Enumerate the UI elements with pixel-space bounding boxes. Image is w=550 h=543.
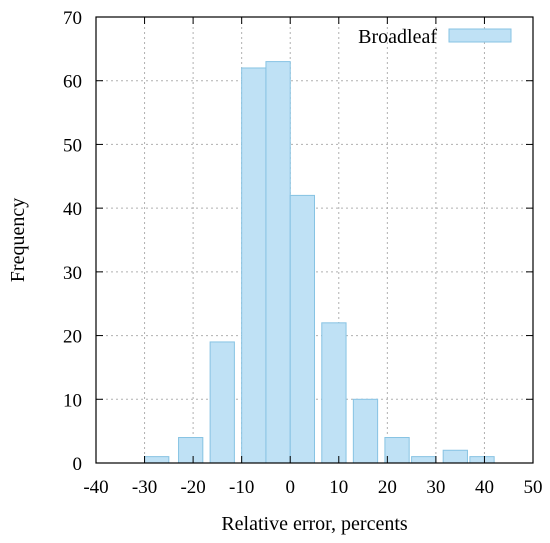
y-tick-label: 70	[63, 8, 82, 29]
x-axis-label: Relative error, percents	[221, 513, 408, 535]
x-tick-label: -10	[229, 477, 254, 498]
x-tick-label: -40	[83, 477, 108, 498]
y-axis-ticks: 0 10 20 30 40 50 60 70	[63, 8, 533, 475]
x-tick-label: 50	[524, 477, 543, 498]
y-tick-label: 40	[63, 199, 82, 220]
histogram-bar	[209, 341, 235, 464]
x-tick-label: 20	[378, 477, 397, 498]
histogram-bar	[265, 61, 291, 464]
y-tick-label: 60	[63, 72, 82, 93]
y-tick-label: 0	[73, 454, 83, 475]
histogram-bar	[289, 194, 316, 464]
x-tick-label: 10	[329, 477, 348, 498]
y-axis-label: Frequency	[7, 198, 29, 282]
plot-frame	[95, 16, 534, 464]
histogram-bar	[178, 437, 204, 464]
x-tick-label: -30	[132, 477, 157, 498]
histogram-bar	[442, 449, 468, 464]
legend-swatch	[448, 28, 512, 43]
x-tick-label: 30	[426, 477, 445, 498]
histogram-bar	[352, 398, 379, 464]
x-tick-label: 0	[285, 477, 295, 498]
x-tick-label: -20	[180, 477, 205, 498]
legend-label: Broadleaf	[358, 26, 437, 48]
x-axis-ticks: -40 -30 -20 -10 0 10 20 30 40 50	[83, 17, 543, 498]
x-tick-label: 40	[475, 477, 494, 498]
histogram-bar	[321, 322, 347, 464]
histogram-bar	[144, 456, 170, 464]
legend: Broadleaf	[358, 26, 512, 48]
histogram-bar	[241, 67, 267, 464]
y-tick-label: 10	[63, 390, 82, 411]
y-tick-label: 30	[63, 263, 82, 284]
histogram-bar	[384, 437, 410, 464]
histogram-bar	[469, 456, 495, 464]
y-tick-label: 50	[63, 135, 82, 156]
histogram-bar	[411, 456, 437, 464]
y-tick-label: 20	[63, 327, 82, 348]
histogram-bars	[144, 61, 495, 464]
